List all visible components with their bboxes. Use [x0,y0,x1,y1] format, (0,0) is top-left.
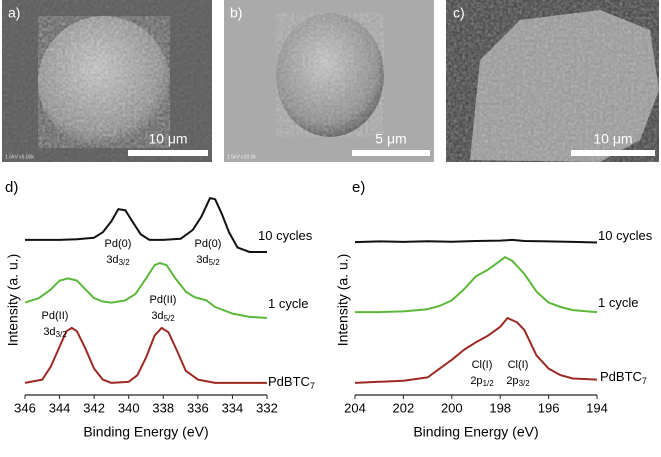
annotation-orbital: 3d [196,254,208,266]
annotation: 2p1/2 [470,375,494,388]
series-label: PdBTC7 [268,374,315,391]
x-tick-label: 334 [222,400,244,415]
series-name-sub: 7 [310,381,315,391]
annotation-sub: 1/2 [483,379,495,388]
scale-bar [352,150,430,156]
annotation: 3d3/2 [43,326,67,339]
series-name: PdBTC [600,369,642,384]
annotation: 3d3/2 [106,254,130,267]
sem-image-c [446,0,659,162]
spectrum-line [354,238,598,244]
annotation-orbital: 3d [106,254,118,266]
series-label: 1 cycle [268,296,308,311]
panel-label: a) [8,5,20,21]
annotation-sub: 5/2 [209,258,221,267]
x-tick-label: 196 [538,400,560,415]
x-tick-label: 198 [489,400,511,415]
x-tick-label: 344 [49,400,71,415]
series-name-sub: 7 [642,376,647,386]
x-tick-label: 338 [152,400,174,415]
annotation-orbital: 2p [470,375,482,387]
annotation-orbital: 3d [151,310,163,322]
annotation: 3d5/2 [151,310,175,323]
x-axis-label: Binding Energy (eV) [83,424,208,440]
x-tick-label: 200 [441,400,463,415]
series-label: 10 cycles [598,228,653,243]
sem-image-b [224,0,434,162]
x-tick-label: 332 [256,400,278,415]
spectrum-line [25,197,267,253]
annotation-sub: 3/2 [519,379,531,388]
scale-text: 5 μm [375,131,406,147]
sem-image-a [2,0,212,162]
scale-text: 10 μm [593,131,632,147]
x-tick-label: 346 [14,400,36,415]
y-axis-label: Intensity (a. u.) [5,254,21,347]
annotation-sub: 3/2 [56,330,68,339]
annotation: 3d5/2 [196,254,220,267]
panel-label: c) [453,5,465,21]
annotation: Pd(II) [42,310,69,322]
series-label: 1 cycle [598,295,638,310]
spectrum-line [24,326,267,384]
spectrum-line [24,262,268,319]
annotation: Pd(II) [150,294,177,306]
series-label: 10 cycles [258,228,313,243]
x-tick-label: 340 [118,400,140,415]
instrument-info: 1.5kV x5.00k [5,154,34,160]
x-axis-label: Binding Energy (eV) [413,424,538,440]
annotation: Pd(0) [105,238,132,250]
annotation-sub: 5/2 [164,314,176,323]
panel-label: e) [352,179,365,196]
x-tick-label: 204 [344,400,366,415]
annotation-orbital: 3d [43,326,55,338]
series-label: PdBTC7 [600,369,647,386]
panel-label: d) [5,179,18,196]
x-tick-label: 202 [393,400,415,415]
series-name: 10 cycles [598,228,653,243]
annotation-orbital: 2p [506,375,518,387]
scale-bar [571,150,655,156]
spectrum-line [354,317,598,384]
y-axis-label: Intensity (a. u.) [335,254,351,347]
x-tick-label: 342 [83,400,105,415]
series-name: 1 cycle [268,296,308,311]
panel-label: b) [230,5,242,21]
series-name: 10 cycles [258,228,313,243]
scale-text: 10 μm [148,131,187,147]
annotation: Pd(0) [195,238,222,250]
scale-bar [128,150,208,156]
annotation: 2p3/2 [506,375,530,388]
annotation: Cl(I) [472,359,493,371]
x-tick-label: 194 [586,400,608,415]
annotation-sub: 3/2 [119,258,131,267]
x-tick-label: 336 [187,400,209,415]
series-name: PdBTC [268,374,310,389]
series-name: 1 cycle [598,295,638,310]
spectrum-line [355,256,598,314]
annotation: Cl(I) [508,359,529,371]
instrument-info: 1.5kV x10.0k [227,154,256,160]
